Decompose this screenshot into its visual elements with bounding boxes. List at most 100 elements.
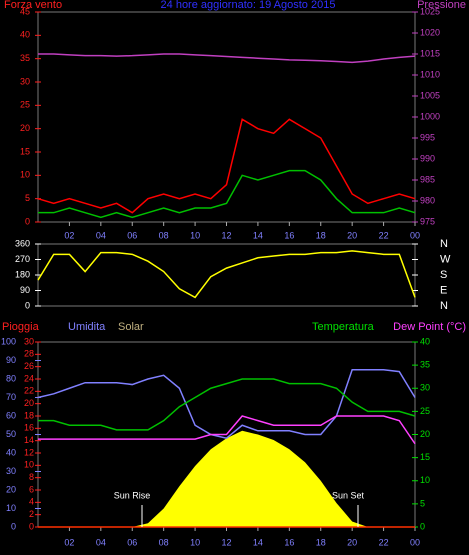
x-tick-label: 02: [64, 230, 74, 240]
y-tick-label: 70: [6, 392, 16, 402]
series-line: [37, 118, 416, 214]
x-tick-label: 10: [190, 230, 200, 240]
x-tick-label: 18: [316, 230, 326, 240]
y2-tick-label: 985: [420, 174, 435, 184]
series-line: [38, 169, 416, 219]
y3-tick-label: 0: [29, 521, 34, 531]
x-tick-label: 20: [347, 230, 357, 240]
solar-label: Solar: [118, 321, 144, 333]
series-line: [38, 378, 416, 431]
y-tick-label: 0: [25, 216, 30, 226]
y3-tick-label: 18: [24, 410, 34, 420]
y2-tick-label: N: [440, 238, 448, 250]
temperature-axis-label: Temperatura: [312, 321, 375, 333]
x-tick-label: 14: [253, 537, 263, 547]
y3-tick-label: 12: [24, 447, 34, 457]
chart-title: 24 hore aggiornato: 19 Agosto 2015: [161, 0, 336, 11]
x-tick-label: 00: [410, 230, 420, 240]
x-tick-label: 16: [284, 537, 294, 547]
y-tick-label: 90: [20, 285, 30, 295]
y3-tick-label: 24: [24, 373, 34, 383]
y3-tick-label: 2: [29, 509, 34, 519]
y2-axis-label: Pressione: [417, 0, 466, 11]
x-tick-label: 04: [96, 230, 106, 240]
y2-tick-label: 990: [420, 153, 435, 163]
y-tick-label: 10: [6, 503, 16, 513]
y-tick-label: 90: [6, 355, 16, 365]
x-tick-label: 22: [379, 230, 389, 240]
y-tick-label: 100: [1, 336, 16, 346]
y-tick-label: 360: [15, 238, 30, 248]
y2-tick-label: 10: [420, 475, 430, 485]
y3-tick-label: 4: [29, 497, 34, 507]
y-tick-label: 10: [20, 170, 30, 180]
y3-tick-label: 22: [24, 386, 34, 396]
y3-tick-label: 8: [29, 472, 34, 482]
y-tick-label: 0: [11, 521, 16, 531]
y2-tick-label: 1025: [420, 6, 440, 16]
y-tick-label: 25: [20, 100, 30, 110]
series-line: [37, 250, 416, 299]
humidity-axis-label: Umidita: [68, 321, 106, 333]
plot-frame: [37, 11, 416, 223]
y-tick-label: 30: [20, 76, 30, 86]
y-tick-label: 40: [20, 30, 30, 40]
x-tick-label: 12: [221, 537, 231, 547]
annotation: Sun Rise: [114, 490, 151, 500]
y2-tick-label: 25: [420, 406, 430, 416]
y-tick-label: 0: [25, 300, 30, 310]
y-tick-label: 270: [15, 254, 30, 264]
y3-tick-label: 6: [29, 484, 34, 494]
y2-tick-label: 1020: [420, 27, 440, 37]
y-tick-label: 180: [15, 269, 30, 279]
y3-tick-label: 14: [24, 435, 34, 445]
y3-tick-label: 30: [24, 336, 34, 346]
x-tick-label: 08: [159, 537, 169, 547]
y2-tick-label: 30: [420, 383, 430, 393]
x-tick-label: 12: [221, 230, 231, 240]
y-tick-label: 50: [6, 429, 16, 439]
y2-tick-label: 1005: [420, 90, 440, 100]
y2-tick-label: 1010: [420, 69, 440, 79]
y2-tick-label: 5: [420, 498, 425, 508]
y-tick-label: 15: [20, 146, 30, 156]
y2-tick-label: E: [440, 284, 447, 296]
y2-tick-label: N: [440, 300, 448, 312]
y3-tick-label: 10: [24, 460, 34, 470]
rain-axis-label: Pioggia: [2, 321, 40, 333]
y-tick-label: 20: [20, 123, 30, 133]
x-tick-label: 20: [347, 537, 357, 547]
y3-tick-label: 26: [24, 361, 34, 371]
y2-tick-label: 35: [420, 360, 430, 370]
dewpoint-axis-label: Dew Point (°C): [393, 321, 466, 333]
y2-tick-label: 980: [420, 195, 435, 205]
x-tick-label: 06: [127, 537, 137, 547]
y2-tick-label: 0: [420, 521, 425, 531]
y2-tick-label: 975: [420, 216, 435, 226]
x-tick-label: 00: [410, 537, 420, 547]
x-tick-label: 16: [284, 230, 294, 240]
x-tick-label: 14: [253, 230, 263, 240]
y2-tick-label: 40: [420, 336, 430, 346]
x-tick-label: 06: [127, 230, 137, 240]
x-tick-label: 18: [316, 537, 326, 547]
y2-tick-label: 15: [420, 452, 430, 462]
y-tick-label: 20: [6, 484, 16, 494]
y-tick-label: 60: [6, 410, 16, 420]
y-tick-label: 30: [6, 466, 16, 476]
x-tick-label: 02: [64, 537, 74, 547]
y2-tick-label: 995: [420, 132, 435, 142]
x-tick-label: 04: [96, 537, 106, 547]
x-tick-label: 10: [190, 537, 200, 547]
y2-tick-label: 1000: [420, 111, 440, 121]
y3-tick-label: 28: [24, 349, 34, 359]
y-tick-label: 45: [20, 6, 30, 16]
series-line: [38, 53, 416, 64]
solar-area: [38, 430, 415, 527]
y3-tick-label: 20: [24, 398, 34, 408]
y-tick-label: 40: [6, 447, 16, 457]
x-tick-label: 08: [159, 230, 169, 240]
annotation: Sun Set: [332, 490, 365, 500]
